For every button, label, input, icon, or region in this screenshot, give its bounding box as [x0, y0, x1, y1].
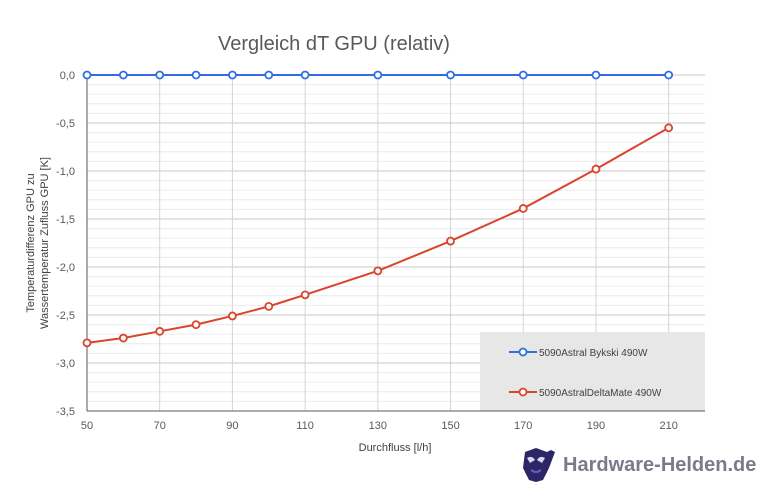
y-tick-label: -3,0 [56, 358, 75, 370]
y-tick-label: -3,5 [56, 406, 75, 418]
x-tick-label: 110 [296, 420, 314, 432]
y-tick-labels: 0,0 -0,5 -1,0 -1,5 -2,0 -2,5 -3,0 -3,5 [56, 70, 75, 418]
series-1-point [228, 70, 237, 80]
series-1-point [446, 70, 455, 80]
legend-marker-2 [518, 387, 528, 397]
series-2-point [82, 338, 92, 348]
series-2-point [591, 164, 601, 174]
y-tick-label: -0,5 [56, 118, 75, 130]
x-tick-label: 170 [514, 420, 532, 432]
series-1-point [591, 70, 601, 80]
chart-title: Vergleich dT GPU (relativ) [218, 33, 450, 55]
series-1-point [118, 70, 128, 80]
y-tick-label: -2,0 [56, 262, 75, 274]
series-1-point [373, 70, 383, 80]
x-tick-labels: 50 70 90 110 130 150 170 190 210 [81, 420, 678, 432]
watermark-text: Hardware-Helden.de [563, 454, 756, 476]
series-1-point [300, 70, 310, 80]
series-1-point [191, 70, 201, 80]
y-tick-label: 0,0 [60, 70, 75, 82]
series-2-point [228, 311, 237, 321]
series-line-2 [86, 126, 670, 344]
legend-items: 5090Astral Bykski 490W 5090AstralDeltaMat… [509, 347, 662, 399]
y-axis-label-line-1: Temperaturdifferenz GPU zu [25, 173, 37, 312]
series-2-point [118, 333, 128, 343]
series-1-point [664, 70, 674, 80]
legend-background [480, 332, 705, 411]
y-tick-label: -1,5 [56, 214, 75, 226]
x-tick-label: 50 [81, 420, 93, 432]
series-layer [82, 70, 674, 348]
y-axis-label-line-2: Wassertemperatur Zufluss GPU [K] [39, 157, 51, 329]
mask-icon [523, 448, 555, 482]
y-tick-label: -2,5 [56, 310, 75, 322]
legend-label-2: 5090AstralDeltaMate 490W [539, 388, 662, 399]
series-2-point [191, 320, 201, 330]
series-2-point [518, 204, 528, 213]
series-1-point [264, 70, 274, 80]
x-tick-label: 130 [369, 420, 387, 432]
series-1-point [518, 70, 528, 80]
series-2-point [664, 123, 674, 133]
series-2-point [373, 266, 383, 276]
legend-marker-1 [518, 347, 528, 357]
y-axis-label: Temperaturdifferenz GPU zu Wassertempera… [25, 157, 51, 329]
y-tick-label: -1,0 [56, 166, 75, 178]
grid [86, 74, 705, 412]
x-tick-label: 90 [226, 420, 238, 432]
series-1-point [82, 70, 92, 80]
x-tick-label: 70 [154, 420, 166, 432]
series-2-point [300, 290, 310, 300]
x-tick-label: 150 [441, 420, 459, 432]
series-2-point [446, 236, 455, 246]
series-2-point [264, 301, 274, 311]
axes [86, 75, 705, 412]
x-axis-label: Durchfluss [l/h] [359, 442, 432, 454]
series-1-point [155, 70, 165, 80]
legend-label-1: 5090Astral Bykski 490W [539, 348, 648, 359]
x-tick-label: 190 [587, 420, 605, 432]
watermark: Hardware-Helden.de [523, 448, 756, 482]
x-tick-label: 210 [659, 420, 677, 432]
legend [480, 332, 705, 411]
series-2-point [155, 326, 165, 336]
